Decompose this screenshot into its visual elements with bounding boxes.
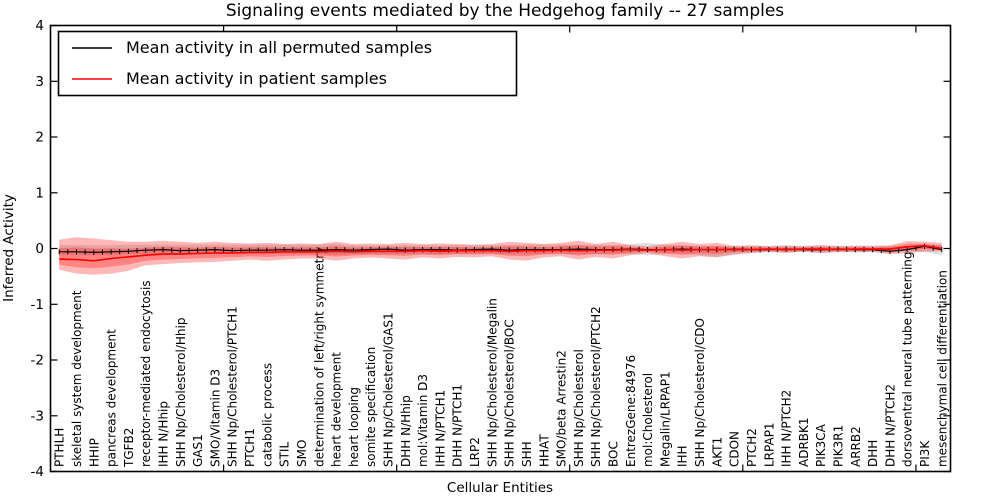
x-tick-label: AKT1 (710, 437, 724, 467)
x-tick-label: IHH (676, 445, 690, 467)
x-tick-label: catabolic process (260, 363, 274, 467)
x-tick-label: DHH N/Hhip (399, 395, 413, 467)
x-tick-label: SHH (520, 441, 534, 467)
x-tick-label: PTHLH (53, 428, 67, 467)
x-tick-label: SHH Np/Cholesterol (572, 349, 586, 467)
x-tick-label: DHH (866, 440, 880, 467)
y-tick-label: -3 (31, 408, 44, 424)
x-tick-label: PI3K (918, 440, 932, 467)
x-tick-label: SMO/Vitamin D3 (208, 369, 222, 467)
x-tick-labels: PTHLH skeletal system development HHIP panc… (53, 247, 950, 468)
y-axis-label: Inferred Activity (1, 194, 17, 302)
x-tick-label: LRPAP1 (762, 422, 776, 467)
chart-title: Signaling events mediated by the Hedgeho… (226, 1, 784, 21)
x-tick-label: PIK3R1 (832, 425, 846, 467)
y-tick-label: 0 (35, 241, 44, 257)
y-tick-label: -1 (31, 297, 44, 313)
x-tick-label: receptor-mediated endocytosis (139, 280, 153, 467)
x-tick-label: SHH Np/Cholesterol/Hhip (174, 318, 188, 467)
y-tick-label: 4 (35, 18, 44, 34)
series-lines (58, 243, 943, 262)
x-tick-label: TGFB2 (122, 428, 136, 468)
x-tick-label: mesenchymal cell differentiation (935, 270, 949, 467)
y-tick-label: -2 (31, 353, 44, 369)
x-tick-label: pancreas development (105, 329, 119, 467)
x-tick-label: HHIP (87, 438, 101, 467)
y-ticks: 4 3 2 1 0 -1 -2 -3 -4 (31, 18, 951, 480)
x-tick-label: Megalin/LRPAP1 (658, 371, 672, 467)
x-tick-label: heart development (330, 352, 344, 467)
x-tick-label: SHH Np/Cholesterol/CDO (693, 318, 707, 467)
x-tick-label: DHH N/PTCH1 (451, 384, 465, 467)
x-tick-label: determination of left/right symmetry (312, 247, 326, 467)
x-tick-label: skeletal system development (70, 290, 84, 467)
x-tick-label: CDON (728, 431, 742, 467)
x-tick-label: PTCH1 (243, 428, 257, 467)
x-tick-label: dorsoventral neural tube patterning (901, 251, 915, 467)
x-tick-label: PIK3CA (814, 423, 828, 467)
x-tick-label: ADRBK1 (797, 417, 811, 467)
x-tick-label: GAS1 (191, 434, 205, 467)
x-axis-label: Cellular Entities (447, 480, 553, 496)
legend-label-permuted: Mean activity in all permuted samples (126, 38, 432, 57)
x-tick-label: STIL (278, 442, 292, 467)
x-tick-label: SHH Np/Cholesterol/Megalin (485, 298, 499, 467)
x-tick-label: heart looping (347, 387, 361, 467)
x-tick-label: EntrezGene:84976 (624, 355, 638, 467)
x-tick-label: HHAT (537, 434, 551, 467)
y-tick-label: 2 (35, 130, 44, 146)
y-tick-label: -4 (31, 464, 44, 480)
x-tick-label: SHH Np/Cholesterol/PTCH2 (589, 306, 603, 467)
y-tick-label: 1 (35, 185, 44, 201)
plot-frame (49, 24, 952, 473)
x-tick-label: LRP2 (468, 437, 482, 467)
legend-box (57, 30, 518, 97)
x-tick-label: somite specification (364, 347, 378, 467)
y-tick-label: 3 (35, 74, 44, 90)
x-tick-label: SMO/beta Arrestin2 (555, 350, 569, 467)
legend-label-patient: Mean activity in patient samples (126, 69, 387, 88)
patient-mean-line (59, 244, 942, 262)
x-tick-label: mol:Vitamin D3 (416, 374, 430, 467)
x-tick-label: IHH N/Hhip (157, 401, 171, 467)
x-tick-label: SHH Np/Cholesterol/PTCH1 (226, 306, 240, 467)
x-tick-label: BOC (607, 441, 621, 467)
x-tick-label: SMO (295, 440, 309, 467)
x-ticks (223, 25, 917, 472)
confidence-bands (59, 237, 942, 275)
patient-band-outer (59, 237, 942, 275)
x-tick-label: ARRB2 (849, 426, 863, 467)
x-tick-label: DHH N/PTCH2 (883, 384, 897, 467)
x-tick-label: SHH Np/Cholesterol/BOC (503, 319, 517, 467)
x-tick-label: SHH Np/Cholesterol/GAS1 (382, 312, 396, 467)
x-tick-label: PTCH2 (745, 428, 759, 467)
legend: Mean activity in all permuted samples Me… (57, 30, 518, 97)
x-tick-label: IHH N/PTCH2 (780, 390, 794, 467)
x-tick-label: IHH N/PTCH1 (433, 390, 447, 467)
x-tick-label: mol:Cholesterol (641, 373, 655, 467)
